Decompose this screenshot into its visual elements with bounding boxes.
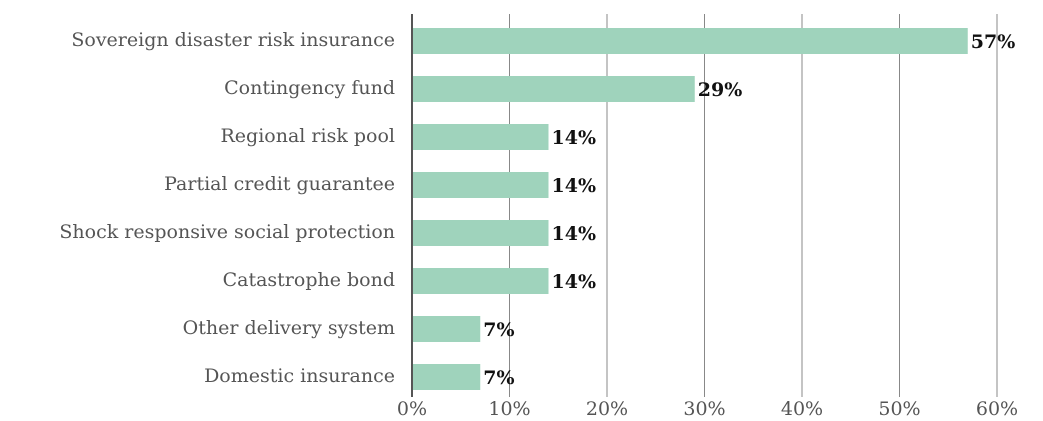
x-tick-label: 10% — [488, 398, 530, 420]
bar — [412, 76, 695, 102]
bar — [412, 172, 549, 198]
category-label: Other delivery system — [183, 317, 395, 339]
bar — [412, 316, 481, 342]
x-tick-label: 60% — [976, 398, 1018, 420]
category-label: Contingency fund — [224, 77, 395, 99]
x-tick-label: 30% — [683, 398, 725, 420]
bar — [412, 364, 481, 390]
data-label: 7% — [483, 319, 514, 341]
category-label: Domestic insurance — [204, 365, 395, 387]
x-tick-label: 40% — [781, 398, 823, 420]
data-label: 14% — [552, 223, 597, 245]
category-label: Catastrophe bond — [223, 269, 395, 291]
category-label: Shock responsive social protection — [59, 221, 395, 243]
x-tick-label: 0% — [397, 398, 427, 420]
category-label: Partial credit guarantee — [164, 173, 395, 195]
category-label: Sovereign disaster risk insurance — [71, 29, 395, 51]
bar — [412, 28, 968, 54]
data-label: 14% — [552, 271, 597, 293]
bar — [412, 124, 549, 150]
data-label: 57% — [971, 31, 1016, 53]
x-tick-label: 20% — [586, 398, 628, 420]
data-label: 7% — [483, 367, 514, 389]
data-label: 29% — [698, 79, 743, 101]
data-label: 14% — [552, 175, 597, 197]
bar — [412, 220, 549, 246]
category-label: Regional risk pool — [221, 125, 396, 147]
x-tick-label: 50% — [878, 398, 920, 420]
bar — [412, 268, 549, 294]
data-label: 14% — [552, 127, 597, 149]
